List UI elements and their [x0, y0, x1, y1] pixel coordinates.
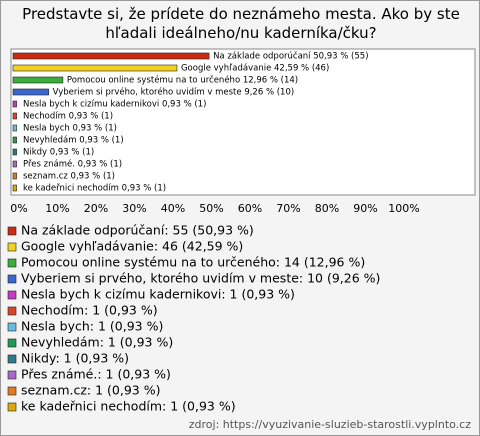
legend-label: Nesla bych k cizímu kadernikovi: 1 (0,93…: [21, 287, 295, 302]
bar: [12, 148, 17, 156]
x-tick-label: 40%: [161, 202, 185, 215]
legend-swatch: [7, 402, 17, 412]
chart-title: Predstavte si, že prídete do neznámeho m…: [22, 5, 460, 42]
legend-label: Vyberiem si prvého, ktorého uvidím v mes…: [21, 271, 380, 286]
legend-swatch: [7, 306, 17, 316]
legend-swatch: [7, 370, 17, 380]
x-tick-label: 70%: [276, 202, 300, 215]
data-label: Nesla bych 0,93 % (1): [23, 124, 117, 134]
bar: [12, 76, 64, 84]
bar: [12, 184, 17, 192]
legend-swatch: [7, 338, 17, 348]
legend-label: Nikdy: 1 (0,93 %): [21, 351, 129, 366]
legend-label: Nevyhledám: 1 (0,93 %): [21, 335, 173, 350]
bar: [12, 112, 17, 120]
bar: [12, 88, 49, 96]
legend-swatch: [7, 322, 17, 332]
data-label: Vyberiem si prvého, ktorého uvidím v mes…: [53, 87, 295, 98]
bar: [12, 52, 210, 60]
legend-label: Nesla bych: 1 (0,93 %): [21, 319, 163, 334]
x-tick-label: 60%: [238, 202, 262, 215]
legend-label: ke kadeřnici nechodím: 1 (0,93 %): [21, 399, 236, 414]
x-tick-label: 100%: [388, 202, 419, 215]
legend-label: Pomocou online systému na to určeného: 1…: [21, 255, 365, 270]
data-label: Nechodím 0,93 % (1): [23, 112, 113, 122]
data-label: Nesla bych k cizímu kadernikovi 0,93 % (…: [23, 100, 206, 110]
legend-label: Přes známé.: 1 (0,93 %): [21, 367, 171, 382]
x-tick-label: 50%: [199, 202, 223, 215]
legend-swatch: [7, 258, 17, 268]
data-label: seznam.cz 0,93 % (1): [23, 172, 115, 182]
data-label: Nevyhledám 0,93 % (1): [23, 136, 124, 146]
bar: [12, 160, 17, 168]
data-label: Na základe odporúčaní 50,93 % (55): [213, 51, 368, 62]
x-tick-label: 20%: [84, 202, 108, 215]
bar: [12, 124, 17, 132]
legend-label: seznam.cz: 1 (0,93 %): [21, 383, 160, 398]
data-label: Pomocou online systému na to určeného 12…: [67, 75, 298, 86]
legend-swatch: [7, 386, 17, 396]
bar: [12, 136, 17, 144]
x-tick-label: 30%: [122, 202, 146, 215]
legend-swatch: [7, 242, 17, 252]
x-tick-label: 0%: [10, 202, 27, 215]
plot-box: [10, 48, 476, 196]
bar: [12, 64, 178, 72]
bar: [12, 172, 17, 180]
x-tick-label: 10%: [45, 202, 69, 215]
bar: [12, 100, 17, 108]
data-label: Nikdy 0,93 % (1): [23, 148, 94, 158]
x-tick-label: 90%: [353, 202, 377, 215]
legend-label: Nechodím: 1 (0,93 %): [21, 303, 158, 318]
legend-swatch: [7, 226, 17, 236]
legend-swatch: [7, 354, 17, 364]
data-label: ke kadeřnici nechodím 0,93 % (1): [23, 184, 166, 194]
legend-label: Na základe odporúčaní: 55 (50,93 %): [21, 223, 254, 238]
legend-swatch: [7, 274, 17, 284]
source: zdroj: https://vyuzivanie-sluzieb-staros…: [189, 418, 471, 431]
legend-label: Google vyhľadávanie: 46 (42,59 %): [21, 239, 243, 254]
data-label: Přes známé. 0,93 % (1): [23, 159, 122, 170]
x-tick-label: 80%: [315, 202, 339, 215]
legend-swatch: [7, 290, 17, 300]
data-label: Google vyhľadávanie 42,59 % (46): [181, 64, 329, 74]
